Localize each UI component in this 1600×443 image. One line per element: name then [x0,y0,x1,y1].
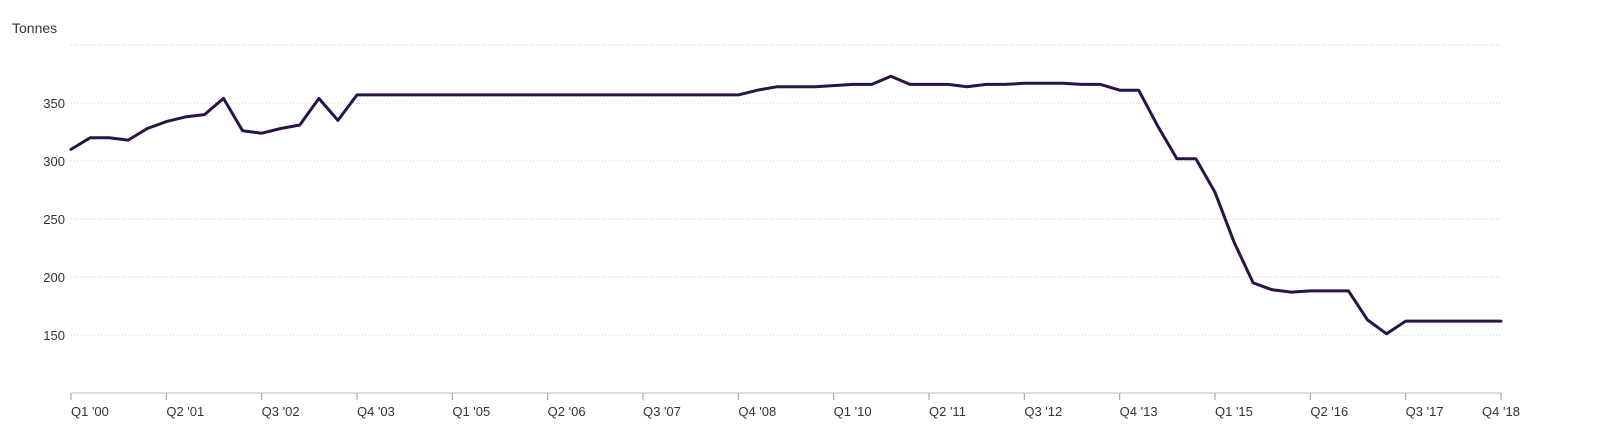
y-axis-ticks: 150 200 250 300 350 [43,96,65,343]
x-tick-label: Q4 '13 [1120,404,1158,419]
y-tick-label: 200 [43,270,65,285]
x-tick-label: Q2 '06 [548,404,586,419]
x-tick-label: Q2 '01 [166,404,204,419]
x-tick-label: Q4 '08 [738,404,776,419]
x-tick-label: Q3 '17 [1406,404,1444,419]
x-tick-label: Q1 '05 [452,404,490,419]
x-tick-label: Q3 '07 [643,404,681,419]
x-tick-label: Q1 '00 [71,404,109,419]
x-tick-label: Q4 '03 [357,404,395,419]
y-tick-label: 250 [43,212,65,227]
x-tick-label: Q2 '16 [1310,404,1348,419]
x-tick-label: Q3 '12 [1024,404,1062,419]
y-tick-label: 150 [43,328,65,343]
x-axis-ticks: Q1 '00 Q2 '01 Q3 '02 Q4 '03 Q1 '05 Q2 '06 Q3 '… [70,393,1520,419]
y-axis-label: Tonnes [12,20,57,36]
x-tick-label: Q1 '15 [1215,404,1253,419]
x-tick-label: Q4 '18 [1482,404,1520,419]
x-tick-label: Q3 '02 [262,404,300,419]
y-tick-label: 300 [43,154,65,169]
series-line-0 [69,74,1503,336]
series-layer [69,74,1503,336]
x-tick-label: Q2 '11 [929,404,966,419]
x-tick-label: Q1 '10 [834,404,872,419]
gridlines [71,44,1501,336]
y-tick-label: 350 [43,96,65,111]
